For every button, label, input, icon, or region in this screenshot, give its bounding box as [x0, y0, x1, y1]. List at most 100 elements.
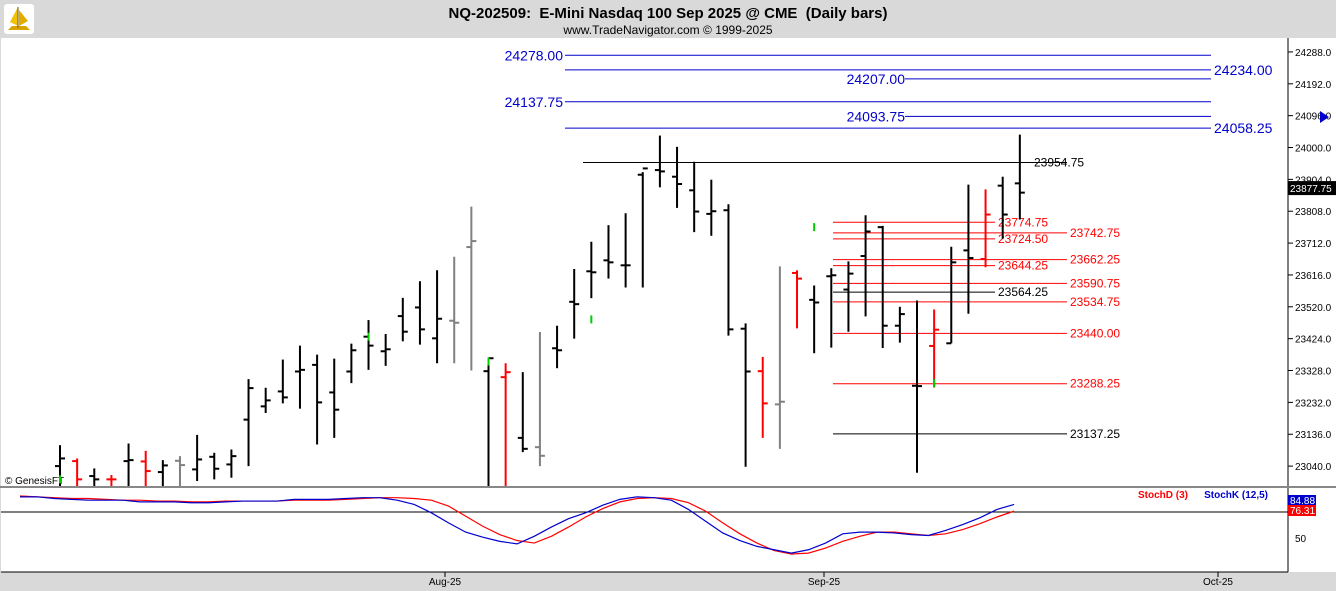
- stoch-y-tick-label: 50: [1295, 534, 1307, 545]
- x-tick-label: Oct-25: [1203, 577, 1233, 588]
- level-label: 23644.25: [998, 259, 1048, 273]
- stoch-series-line: [19, 495, 1015, 555]
- ohlc-bar: [963, 184, 974, 314]
- ohlc-bar: [723, 204, 734, 336]
- level-label: 23742.75: [1070, 226, 1120, 240]
- level-label: 23564.25: [998, 285, 1048, 299]
- ohlc-bar: [500, 363, 511, 486]
- stoch-d-value: 76.31: [1290, 506, 1315, 517]
- ohlc-bar: [929, 309, 940, 388]
- ohlc-bar: [346, 343, 357, 384]
- x-tick-label: Aug-25: [429, 577, 462, 588]
- ohlc-bar: [860, 215, 871, 317]
- y-tick-label: 23904.0: [1295, 175, 1332, 186]
- ohlc-bar: [312, 354, 323, 445]
- ohlc-bar: [517, 372, 528, 453]
- trade-navigator-logo: [4, 4, 34, 34]
- ohlc-bar: [877, 225, 888, 348]
- ohlc-bar: [414, 281, 425, 345]
- y-tick-label: 23520.0: [1295, 303, 1332, 314]
- ohlc-bar: [192, 434, 203, 482]
- ohlc-bar: [792, 270, 803, 329]
- ohlc-bar: [706, 179, 717, 236]
- y-tick-label: 24096.0: [1295, 112, 1332, 123]
- level-label: 24058.25: [1214, 120, 1273, 136]
- last-price-label: 23877.75: [1290, 184, 1332, 195]
- ohlc-bar: [329, 358, 340, 438]
- stoch-series-line: [20, 496, 1015, 554]
- ohlc-bar: [586, 241, 597, 299]
- ohlc-bar: [72, 458, 83, 486]
- ohlc-bar: [89, 468, 100, 486]
- ohlc-bar: [980, 189, 991, 268]
- level-label: 23954.75: [1034, 156, 1084, 170]
- ohlc-bar: [740, 323, 751, 467]
- price-bars: [55, 134, 1025, 486]
- ohlc-bar: [689, 161, 700, 233]
- ohlc-bar: [466, 206, 477, 371]
- ohlc-bar: [757, 356, 768, 438]
- chart-title: NQ-202509: E-Mini Nasdaq 100 Sep 2025 @ …: [449, 5, 888, 22]
- chart-subtitle: www.TradeNavigator.com © 1999-2025: [562, 23, 772, 37]
- ohlc-bar: [672, 146, 683, 208]
- ohlc-bar: [843, 261, 854, 332]
- ohlc-bar: [894, 306, 905, 343]
- level-label: 24207.00: [847, 71, 906, 87]
- level-label: 23137.25: [1070, 427, 1120, 441]
- y-tick-label: 23712.0: [1295, 239, 1332, 250]
- y-tick-label: 24000.0: [1295, 144, 1332, 155]
- ohlc-bar: [294, 345, 305, 409]
- ohlc-bar: [397, 297, 408, 342]
- x-tick-label: Sep-25: [808, 577, 841, 588]
- ohlc-bar: [552, 325, 563, 369]
- level-label: 23724.50: [998, 232, 1048, 246]
- price-axis-ticks: 24288.0 24192.0 24096.0 24000.0 23904.0 23808…: [1288, 48, 1336, 473]
- ohlc-bar: [209, 452, 220, 480]
- level-label: 23440.00: [1070, 326, 1120, 340]
- level-label: 24278.00: [505, 47, 564, 63]
- ohlc-bar: [809, 285, 820, 354]
- ohlc-bar: [243, 379, 254, 467]
- y-tick-label: 23424.0: [1295, 335, 1332, 346]
- stoch-k-value-box: [1288, 495, 1316, 506]
- price-axis: [1288, 38, 1336, 486]
- stoch-d-value-box: [1288, 505, 1316, 516]
- ohlc-bar: [123, 443, 134, 486]
- ohlc-bar: [157, 460, 168, 486]
- ohlc-bar: [260, 387, 271, 413]
- y-tick-label: 23232.0: [1295, 398, 1332, 409]
- level-label: 24093.75: [847, 108, 906, 124]
- stoch-pane[interactable]: [1, 488, 1288, 572]
- y-tick-label: 23040.0: [1295, 462, 1332, 473]
- y-tick-label: 24192.0: [1295, 80, 1332, 91]
- level-lines: 24278.00 24234.00 24207.00 24137.75 24093.75…: [505, 47, 1273, 441]
- level-label: 23534.75: [1070, 295, 1120, 309]
- ohlc-bar: [174, 456, 185, 486]
- level-label: 23662.25: [1070, 253, 1120, 267]
- ohlc-bar: [997, 176, 1008, 239]
- y-tick-label: 23328.0: [1295, 367, 1332, 378]
- ohlc-bar: [449, 256, 460, 364]
- ohlc-bar: [106, 475, 117, 486]
- stoch-d-legend: StochD (3): [1138, 490, 1188, 501]
- ohlc-bar: [637, 167, 648, 288]
- level-label: 23774.75: [998, 215, 1048, 229]
- price-pane[interactable]: [1, 38, 1288, 486]
- ohlc-bar: [946, 246, 957, 345]
- ohlc-bar: [432, 270, 443, 364]
- stoch-k-value: 84.88: [1290, 496, 1315, 507]
- ohlc-bar: [1014, 134, 1025, 220]
- stoch-k-legend: StochK (12,5): [1204, 490, 1268, 501]
- level-label: 23590.75: [1070, 276, 1120, 290]
- last-price-box: [1288, 181, 1336, 196]
- ohlc-bar: [912, 300, 922, 473]
- ohlc-bar: [654, 135, 665, 188]
- level-label: 24234.00: [1214, 62, 1273, 78]
- date-axis: Aug-25 Sep-25 Oct-25: [1, 571, 1288, 588]
- y-tick-label: 23616.0: [1295, 271, 1332, 282]
- ohlc-bar: [380, 334, 391, 366]
- ohlc-bar: [277, 359, 288, 404]
